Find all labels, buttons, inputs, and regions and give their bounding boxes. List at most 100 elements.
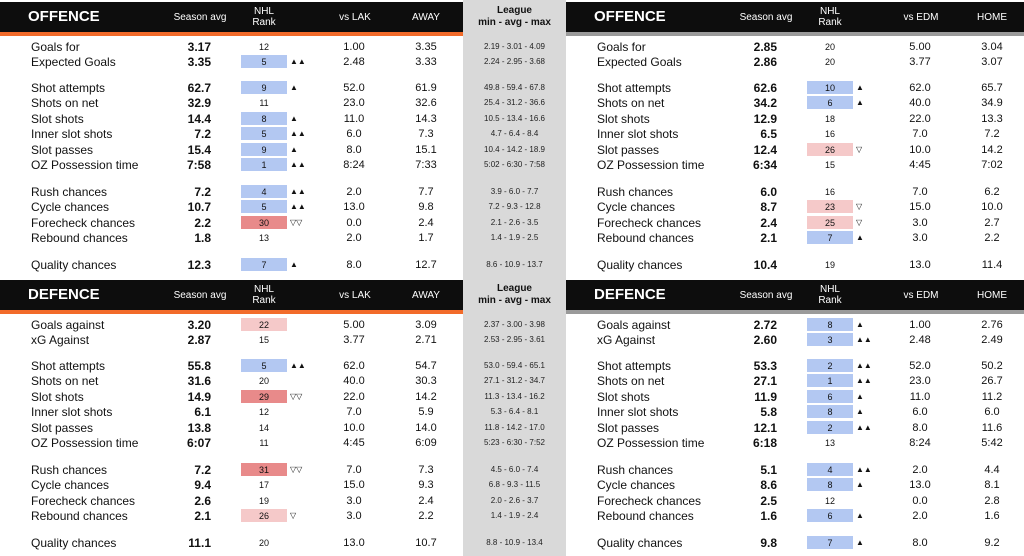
rank-highlight — [807, 359, 853, 372]
panel-title: DEFENCE — [594, 286, 666, 303]
nhl-rank-value: 16 — [824, 186, 835, 197]
season-avg-value: 2.86 — [753, 54, 777, 69]
season-avg-value: 2.85 — [753, 39, 777, 54]
stat-row: Quality chances 11.1 20 13.0 10.7 — [0, 535, 463, 550]
stat-label: Forecheck chances — [597, 493, 702, 508]
stat-label: Goals against — [597, 317, 671, 332]
stat-label: Cycle chances — [597, 477, 676, 492]
nhl-rank-value: 12 — [258, 41, 269, 52]
season-avg-value: 12.9 — [753, 111, 777, 126]
league-header: League min - avg - max — [463, 280, 566, 310]
location-value: 1.7 — [418, 231, 434, 244]
league-header-line2: min - avg - max — [478, 295, 551, 306]
rank-up-arrow-icon: ▲ — [290, 260, 298, 269]
rank-highlight — [807, 374, 853, 387]
stat-row: Shot attempts 53.3 2 ▲▲ 52.0 50.2 — [566, 358, 1024, 373]
nhl-rank-value: 8 — [827, 406, 833, 417]
opponent-value: 40.0 — [909, 96, 931, 109]
stat-row: Rush chances 7.2 31 ▽▽ 7.0 7.3 — [0, 462, 463, 477]
season-avg-header: Season avg — [739, 11, 793, 23]
rank-header-line1: NHL — [819, 6, 840, 17]
opponent-value: 13.0 — [909, 478, 931, 491]
opponent-value: 7.0 — [912, 127, 928, 140]
league-range-value: 10.5 - 13.4 - 16.6 — [484, 114, 545, 123]
accent-bar-orange — [0, 310, 463, 314]
location-value: 7.3 — [418, 127, 434, 140]
nhl-rank-value: 12 — [824, 495, 835, 506]
rank-highlight — [241, 185, 287, 198]
nhl-rank-header: NHL Rank — [806, 2, 854, 32]
location-value: 2.76 — [981, 318, 1003, 331]
opponent-value: 22.0 — [909, 112, 931, 125]
rank-header-line1: NHL — [819, 284, 840, 295]
opponent-value: 15.0 — [343, 478, 365, 491]
stat-row: Rebound chances 2.1 26 ▽ 3.0 2.2 — [0, 508, 463, 523]
location-value: 6.2 — [984, 185, 1000, 198]
opponent-value: 4:45 — [343, 436, 365, 449]
accent-bar-orange — [0, 32, 463, 36]
stat-row: Shot attempts 62.6 10 ▲ 62.0 65.7 — [566, 80, 1024, 95]
opponent-value: 23.0 — [909, 374, 931, 387]
nhl-rank-value: 3 — [827, 334, 833, 345]
nhl-rank-value: 20 — [824, 56, 835, 67]
opponent-value: 0.0 — [912, 494, 928, 507]
rank-up-arrow-icon: ▲▲ — [290, 57, 306, 66]
location-value: 26.7 — [981, 374, 1003, 387]
panel-title: OFFENCE — [28, 8, 100, 25]
nhl-rank-value: 6 — [827, 510, 833, 521]
season-avg-value: 6.1 — [194, 404, 211, 419]
rank-highlight — [241, 127, 287, 140]
location-value: 2.2 — [418, 509, 434, 522]
nhl-rank-value: 10 — [824, 82, 835, 93]
stat-label: Expected Goals — [597, 54, 682, 69]
season-avg-value: 2.1 — [760, 230, 777, 245]
stat-row: Rush chances 6.0 16 7.0 6.2 — [566, 184, 1024, 199]
nhl-rank-value: 22 — [258, 319, 269, 330]
season-avg-value: 15.4 — [187, 142, 211, 157]
stat-row: OZ Possession time 6:18 13 8:24 5:42 — [566, 435, 1024, 450]
stat-label: Cycle chances — [597, 199, 676, 214]
stat-row: Inner slot shots 7.2 5 ▲▲ 6.0 7.3 — [0, 126, 463, 141]
accent-bar-grey — [566, 32, 1024, 36]
opponent-value: 8:24 — [343, 158, 365, 171]
nhl-rank-value: 29 — [258, 391, 269, 402]
rank-up-arrow-icon: ▲▲ — [856, 361, 872, 370]
league-range-value: 25.4 - 31.2 - 36.6 — [484, 98, 545, 107]
opponent-value: 2.0 — [912, 463, 928, 476]
rank-up-arrow-icon: ▲ — [856, 538, 864, 547]
opponent-value: 8.0 — [346, 258, 362, 271]
season-avg-value: 14.4 — [187, 111, 211, 126]
season-avg-header: Season avg — [739, 289, 793, 301]
nhl-rank-value: 4 — [261, 186, 267, 197]
location-value: 6.0 — [984, 405, 1000, 418]
opponent-value: 13.0 — [909, 258, 931, 271]
rank-highlight — [807, 390, 853, 403]
stat-row: Rebound chances 1.8 13 2.0 1.7 — [0, 230, 463, 245]
opponent-value: 3.0 — [346, 509, 362, 522]
rank-up-arrow-icon: ▲ — [856, 98, 864, 107]
nhl-rank-value: 16 — [824, 128, 835, 139]
season-avg-header: Season avg — [173, 11, 227, 23]
stat-row: Cycle chances 10.7 5 ▲▲ 13.0 9.8 — [0, 199, 463, 214]
stat-label: Expected Goals — [31, 54, 116, 69]
rank-down-arrow-icon: ▽ — [856, 145, 863, 154]
stat-label: Quality chances — [31, 257, 117, 272]
stat-label: Slot shots — [597, 389, 650, 404]
season-avg-value: 55.8 — [187, 358, 211, 373]
season-avg-value: 12.4 — [753, 142, 777, 157]
season-avg-value: 14.9 — [187, 389, 211, 404]
league-range-value: 8.8 - 10.9 - 13.4 — [486, 538, 543, 547]
opponent-value: 10.0 — [909, 143, 931, 156]
stat-label: Shot attempts — [31, 80, 106, 95]
stat-row: Rush chances 5.1 4 ▲▲ 2.0 4.4 — [566, 462, 1024, 477]
league-header-line2: min - avg - max — [478, 17, 551, 28]
rank-highlight — [241, 143, 287, 156]
location-value: 3.07 — [981, 55, 1003, 68]
rank-up-arrow-icon: ▲▲ — [856, 423, 872, 432]
stat-label: Inner slot shots — [597, 126, 679, 141]
opponent-value: 11.0 — [343, 112, 365, 125]
season-avg-value: 62.7 — [187, 80, 211, 95]
season-avg-value: 2.72 — [753, 317, 777, 332]
stat-label: Inner slot shots — [31, 126, 113, 141]
location-value: 54.7 — [415, 359, 437, 372]
